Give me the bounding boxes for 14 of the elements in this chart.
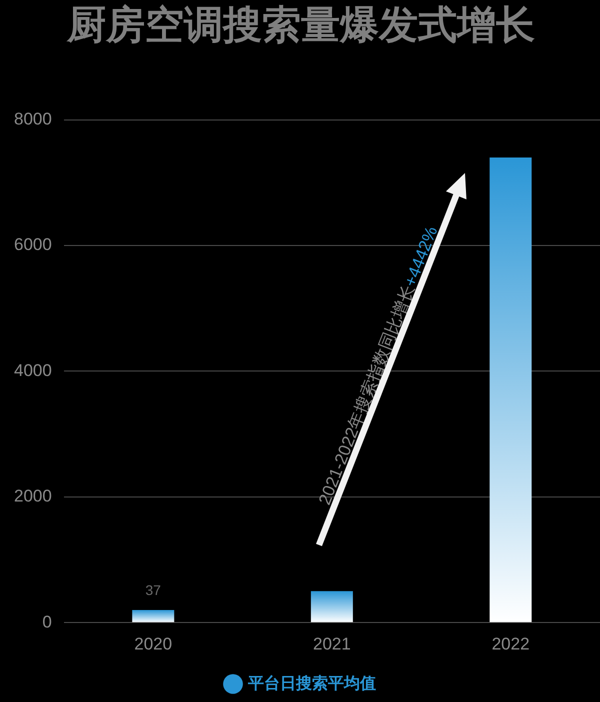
chart-title: 厨房空调搜索量爆发式增长: [66, 4, 535, 48]
x-tick-label: 2022: [492, 634, 530, 654]
y-tick-label: 8000: [14, 109, 52, 128]
x-tick-label: 2020: [134, 634, 172, 654]
y-tick-label: 2000: [14, 486, 52, 506]
annotation: 37: [145, 582, 162, 598]
x-tick-label: 2021: [312, 634, 351, 654]
y-tick-label: 0: [42, 612, 52, 632]
y-tick-label: 4000: [14, 360, 52, 380]
bar: [490, 158, 532, 622]
y-tick-label: 6000: [14, 235, 52, 254]
bar: [132, 610, 174, 622]
bar: [310, 591, 353, 622]
legend-label: 平台日搜索平均值: [247, 674, 376, 692]
